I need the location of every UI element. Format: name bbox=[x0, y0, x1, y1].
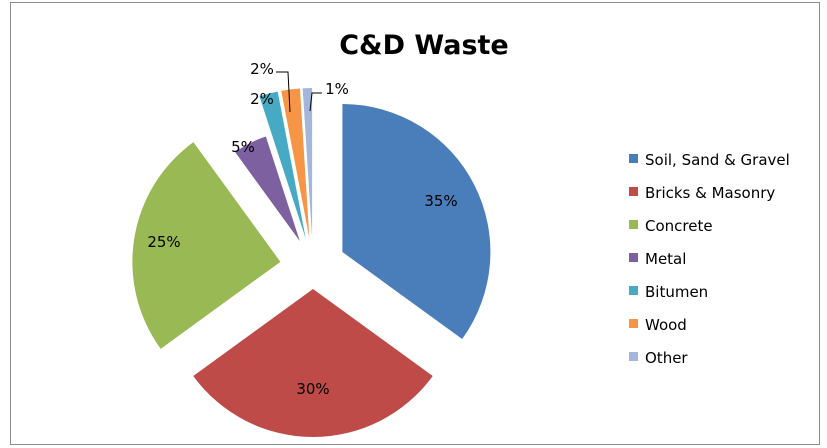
pie-label: 2% bbox=[250, 60, 274, 78]
pie-slice-other bbox=[302, 88, 313, 239]
pie-label: 5% bbox=[231, 138, 255, 156]
legend-swatch bbox=[629, 220, 638, 229]
legend-label: Metal bbox=[645, 250, 686, 268]
pie-label: 25% bbox=[147, 233, 180, 251]
legend-swatch bbox=[629, 154, 638, 163]
pie-slice-metal bbox=[235, 136, 300, 242]
legend-label: Bitumen bbox=[645, 283, 708, 301]
legend-label: Soil, Sand & Gravel bbox=[645, 151, 790, 169]
chart-title: C&D Waste bbox=[339, 30, 509, 61]
pie-slice-soil-sand-gravel bbox=[342, 104, 491, 340]
pie-slice-bricks-masonry bbox=[193, 289, 433, 437]
legend-swatch bbox=[629, 286, 638, 295]
pie-label: 1% bbox=[325, 80, 349, 98]
legend-swatch bbox=[629, 352, 638, 361]
pie-slice-concrete bbox=[132, 142, 281, 349]
pie-label: 35% bbox=[424, 192, 457, 210]
legend-label: Other bbox=[645, 349, 688, 367]
pie-slice-wood bbox=[281, 88, 310, 239]
pie-label: 2% bbox=[250, 90, 274, 108]
legend-label: Concrete bbox=[645, 217, 713, 235]
legend-swatch bbox=[629, 319, 638, 328]
pie-labels: 35% 30% 25% 5% 2% 2% 1% bbox=[147, 60, 457, 398]
legend-label: Bricks & Masonry bbox=[645, 184, 775, 202]
leader-line bbox=[276, 71, 291, 113]
chart-legend: Soil, Sand & Gravel Bricks & Masonry Concr… bbox=[629, 151, 790, 367]
legend-label: Wood bbox=[645, 316, 687, 334]
leader-line bbox=[309, 92, 322, 112]
pie-slice-bitumen bbox=[259, 91, 306, 239]
legend-swatch bbox=[629, 253, 638, 262]
legend-swatch bbox=[629, 187, 638, 196]
pie-label: 30% bbox=[296, 380, 329, 398]
pie-slices bbox=[132, 88, 491, 437]
